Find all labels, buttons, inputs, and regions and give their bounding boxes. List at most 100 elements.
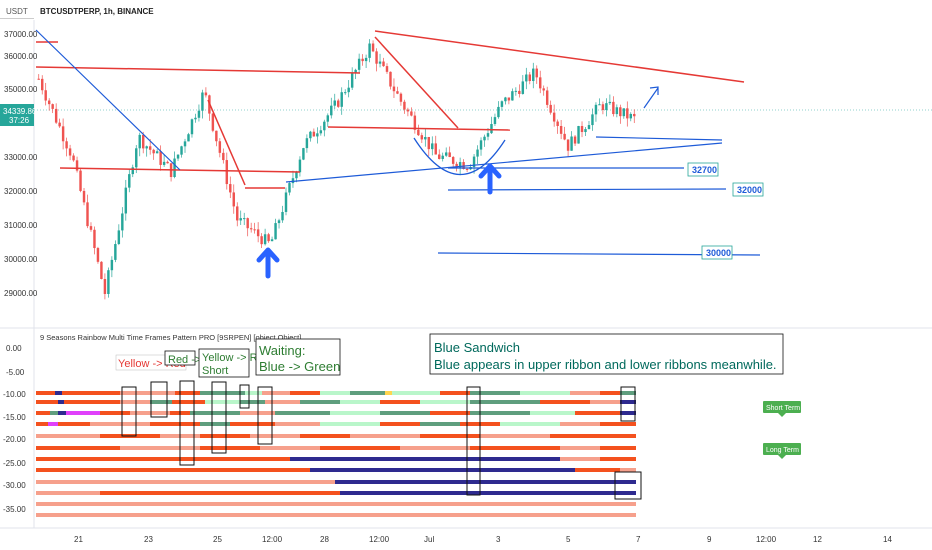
ribbon-segment — [205, 400, 240, 404]
ribbon-segment — [310, 468, 575, 472]
ribbon-segment — [620, 480, 636, 484]
ribbon-segment — [200, 434, 250, 438]
ribbon-segment — [340, 400, 380, 404]
highlight-box — [211, 381, 227, 454]
ribbon-segment — [335, 480, 620, 484]
candle-body — [580, 126, 584, 133]
candle-body — [75, 160, 79, 171]
candle-body — [159, 151, 162, 165]
candle-body — [504, 97, 507, 102]
ribbon-segment — [120, 446, 200, 450]
candle-body — [267, 234, 270, 242]
highlight-box — [121, 386, 137, 437]
ribbon-segment — [36, 391, 55, 395]
up-arrow-icon — [256, 247, 280, 279]
up-arrow-icon — [478, 163, 502, 195]
candle-body — [371, 43, 375, 52]
ribbon-segment — [350, 434, 420, 438]
ribbon-segment — [500, 422, 560, 426]
ribbon-segment — [440, 391, 470, 395]
ribbon-segment — [470, 411, 530, 415]
candle-body — [323, 121, 326, 131]
ribbon-segment — [600, 457, 636, 461]
candle-body — [103, 279, 107, 294]
candle-body — [532, 68, 535, 82]
ribbon-segment — [590, 400, 620, 404]
ribbon-segment — [36, 457, 290, 461]
candle-body — [389, 71, 392, 87]
candle-body — [305, 138, 309, 149]
ribbon-segment — [36, 411, 50, 415]
candle-body — [166, 161, 169, 164]
ribbon-segment — [172, 400, 205, 404]
candle-body — [573, 136, 577, 144]
bar-countdown: 37:26 — [9, 116, 30, 125]
candle-body — [211, 113, 215, 131]
y-tick: -35.00 — [3, 505, 26, 514]
candle-body — [183, 141, 187, 147]
long-term-tag — [763, 443, 801, 455]
candle-body — [93, 229, 96, 249]
y-tick: 36000.00 — [4, 52, 38, 61]
ascending-support — [285, 142, 723, 183]
ribbon-segment — [50, 411, 58, 415]
x-tick: 3 — [496, 535, 501, 544]
candle-body — [218, 141, 222, 153]
candle-body — [476, 149, 479, 157]
candle-body — [385, 66, 389, 72]
candle-body — [86, 202, 89, 227]
candle-body — [312, 131, 316, 137]
ribbon-segment — [575, 411, 620, 415]
ribbon-segment — [150, 400, 172, 404]
candle-body — [500, 101, 504, 107]
ribbon-segment — [190, 411, 240, 415]
ribbon-segment — [392, 391, 440, 395]
annotation-blue-green: Blue -> Green — [259, 359, 340, 374]
candle-body — [135, 148, 138, 168]
annotation-short: Short — [202, 365, 228, 377]
downtrend-line — [207, 99, 246, 186]
ribbon-segment — [600, 422, 636, 426]
ribbon-segment — [430, 411, 470, 415]
candle-body — [263, 234, 267, 245]
x-tick: 21 — [74, 535, 83, 544]
ribbon-segment — [550, 434, 636, 438]
candle-body — [333, 100, 336, 106]
candle-body — [511, 91, 514, 101]
ribbon-segment — [380, 411, 430, 415]
candle-body — [176, 154, 180, 159]
ribbon-segment — [275, 411, 330, 415]
candle-body — [514, 90, 518, 92]
ribbon-segment — [36, 400, 58, 404]
y-tick: -25.00 — [3, 459, 26, 468]
ribbon-segment — [470, 391, 520, 395]
candle-body — [528, 74, 532, 82]
descending-resistance — [374, 30, 745, 83]
y-tick: -10.00 — [3, 390, 26, 399]
candle-body — [239, 218, 242, 221]
ribbon-segment — [200, 422, 230, 426]
candle-body — [309, 131, 312, 139]
candle-body — [535, 68, 538, 78]
ribbon-segment — [64, 400, 120, 404]
highlight-box — [150, 381, 168, 418]
ribbon-segment — [530, 411, 575, 415]
candle-body — [117, 230, 121, 245]
ribbon-segment — [120, 391, 175, 395]
candle-body — [521, 81, 525, 94]
candle-body — [396, 91, 399, 94]
indicator-y-axis: 0.00 -5.00 -10.00 -15.00 -20.00 -25.00 -… — [3, 344, 26, 514]
y-tick: 30000.00 — [4, 255, 38, 264]
candle-body — [79, 170, 82, 191]
resistance-line — [35, 66, 361, 74]
symbol-title: BTCUSDTPERP, 1h, BINANCE — [40, 7, 154, 16]
ribbon-segment — [120, 400, 150, 404]
y-tick: 37000.00 — [4, 30, 38, 39]
candle-body — [357, 58, 361, 70]
ribbon-segment — [300, 434, 350, 438]
candle-body — [570, 136, 573, 151]
ribbon-segment — [300, 400, 340, 404]
candle-body — [155, 151, 159, 154]
y-tick: 29000.00 — [4, 289, 38, 298]
